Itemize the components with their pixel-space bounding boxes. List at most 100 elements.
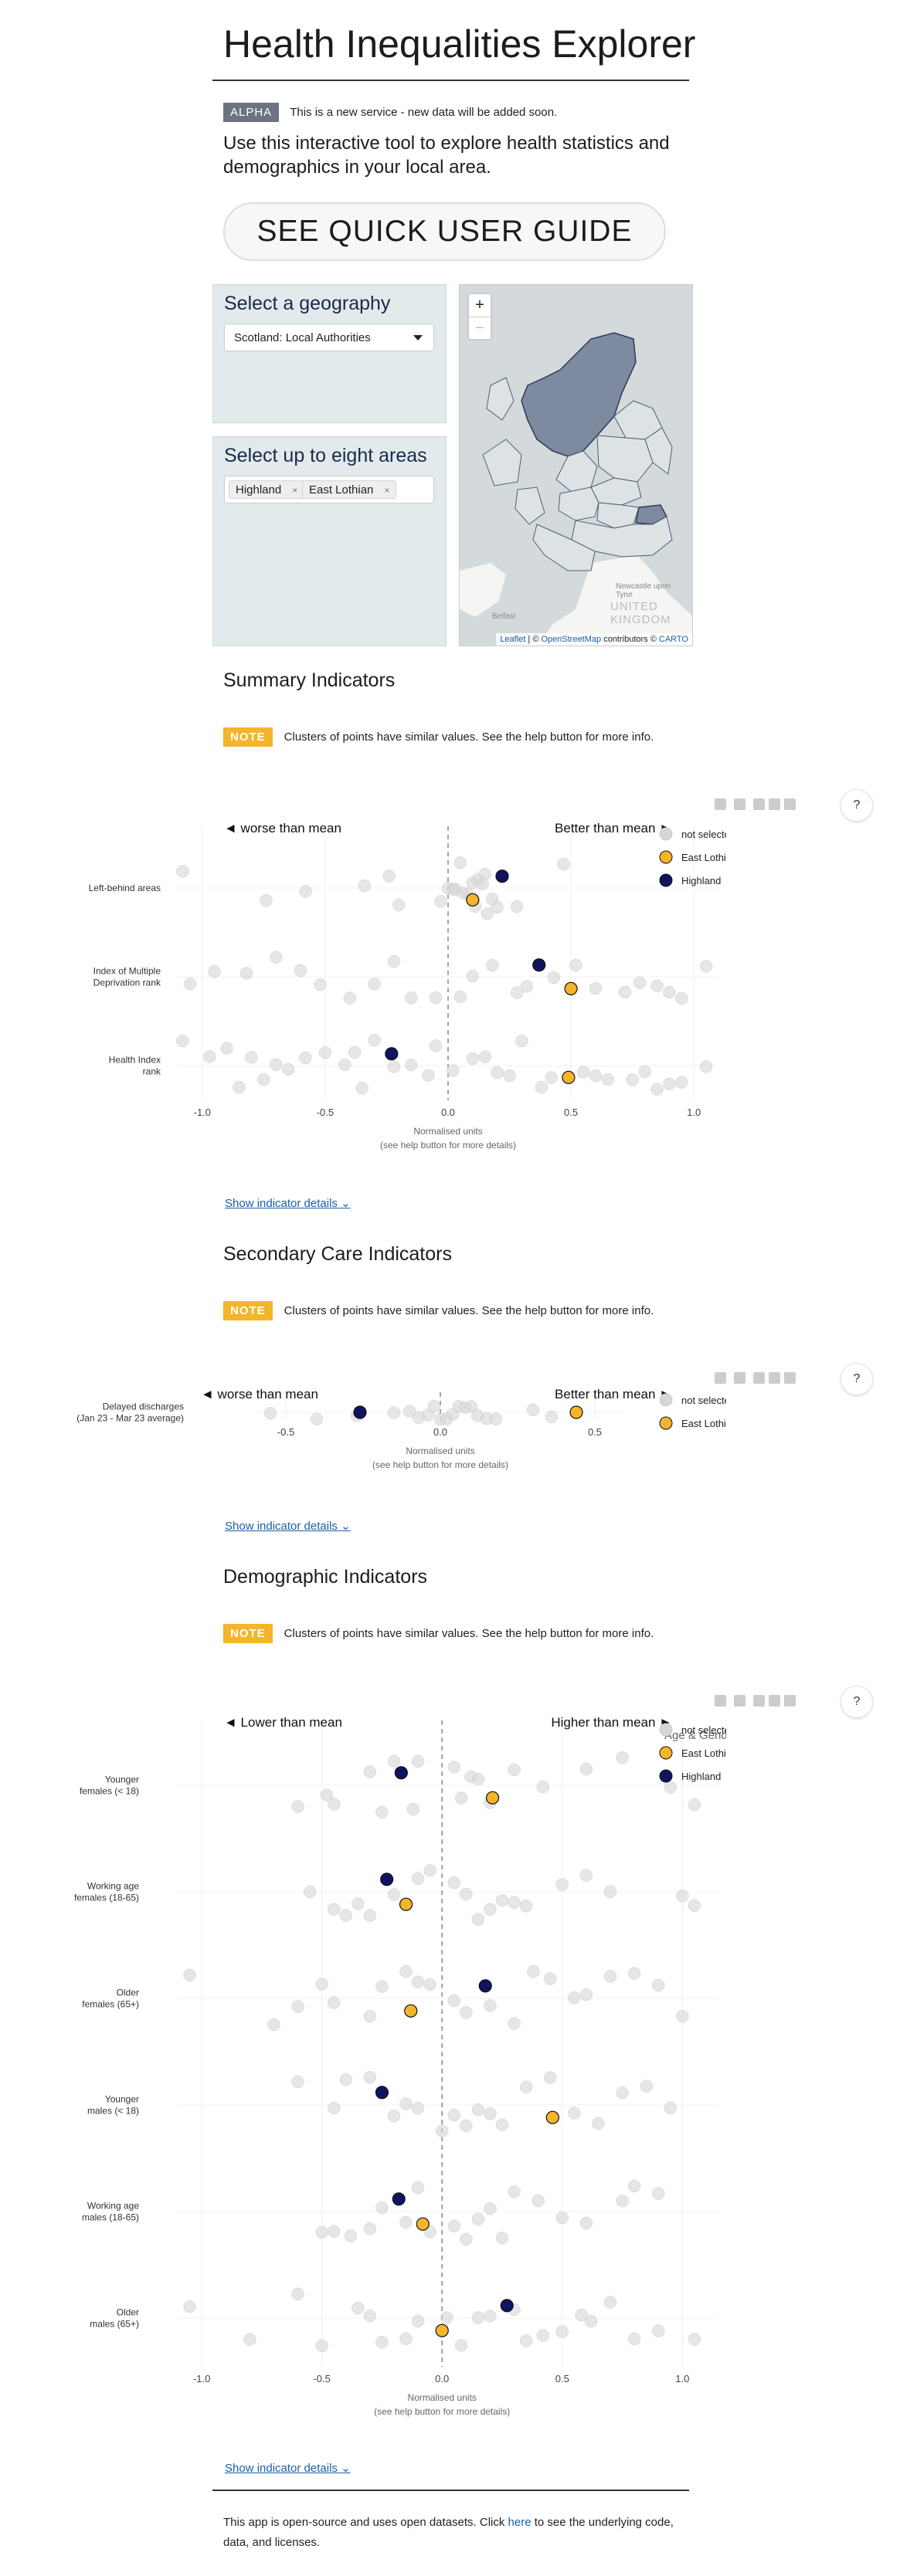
point-highland [385, 1047, 399, 1061]
point-not-selected [399, 2332, 413, 2345]
legend-marker [659, 1769, 673, 1783]
home-icon[interactable] [784, 1372, 796, 1384]
point-not-selected [344, 2229, 358, 2242]
point-not-selected [536, 2329, 550, 2342]
point-not-selected [363, 2071, 377, 2084]
leaflet-link[interactable]: Leaflet [500, 635, 526, 644]
geography-select[interactable]: Scotland: Local Authorities [224, 324, 434, 351]
camera-icon[interactable] [715, 798, 726, 810]
remove-icon[interactable]: × [384, 485, 390, 496]
area-chip-highland[interactable]: Highland × [229, 480, 305, 499]
secondary-note: NOTE Clusters of points have similar val… [223, 1301, 654, 1320]
point-not-selected [526, 1403, 540, 1417]
point-not-selected [447, 1064, 460, 1077]
map-canvas[interactable] [460, 285, 693, 646]
help-button[interactable]: ? [841, 1363, 873, 1395]
source-link[interactable]: here [508, 2516, 532, 2529]
zoom-out-icon[interactable] [769, 1695, 780, 1707]
pan-icon[interactable] [734, 1372, 745, 1384]
point-not-selected [327, 1903, 341, 1916]
zoom-in-button[interactable]: + [469, 294, 491, 317]
quick-user-guide-button[interactable]: SEE QUICK USER GUIDE [223, 202, 666, 261]
summary-show-details-link[interactable]: Show indicator details ⌄ [225, 1197, 351, 1210]
point-not-selected [650, 1083, 664, 1096]
pan-icon[interactable] [734, 1695, 745, 1707]
point-not-selected [411, 1872, 425, 1886]
point-not-selected [453, 990, 467, 1004]
legend-label: East Lothian [681, 852, 726, 863]
point-not-selected [291, 1800, 304, 1813]
point-not-selected [447, 1994, 461, 2008]
legend-label: East Lothian [681, 1747, 726, 1759]
summary-chart[interactable]: ◄ worse than mean Better than mean ► Left-… [70, 811, 726, 1174]
category-label: females (65+) [82, 1999, 139, 2010]
map-region-islands [486, 377, 515, 421]
map-region [644, 427, 673, 475]
home-icon[interactable] [784, 798, 796, 810]
legend-marker [659, 1393, 673, 1407]
legend-marker [659, 873, 673, 887]
secondary-show-details-link[interactable]: Show indicator details ⌄ [225, 1520, 351, 1533]
area-map[interactable]: + − Newcastle upon Tyne UNITED KINGDOM B… [459, 284, 693, 646]
point-not-selected [183, 977, 197, 991]
osm-link[interactable]: OpenStreetMap [541, 635, 602, 644]
point-not-selected [299, 885, 312, 898]
point-not-selected [363, 2009, 377, 2023]
point-not-selected [603, 1970, 617, 1983]
carto-link[interactable]: CARTO [658, 635, 688, 644]
point-not-selected [314, 978, 327, 991]
point-not-selected [375, 1980, 389, 1993]
remove-icon[interactable]: × [292, 485, 298, 496]
geography-title: Select a geography [224, 293, 391, 314]
point-not-selected [375, 1805, 389, 1818]
point-not-selected [440, 2311, 453, 2324]
zoom-out-icon[interactable] [769, 798, 780, 810]
point-not-selected [527, 1964, 540, 1978]
areas-title: Select up to eight areas [224, 445, 427, 466]
pan-icon[interactable] [734, 798, 745, 810]
point-not-selected [579, 2216, 593, 2230]
secondary-chart[interactable]: ◄ worse than mean Better than mean ► Delay… [70, 1385, 726, 1500]
help-button[interactable]: ? [841, 789, 873, 822]
x-tick-label: -0.5 [317, 1107, 334, 1118]
demographic-chart[interactable]: ◄ Lower than mean Higher than mean ►Age &… [70, 1707, 726, 2429]
point-not-selected [363, 1909, 377, 1922]
summary-note: NOTE Clusters of points have similar val… [223, 727, 654, 747]
areas-multiselect[interactable]: Highland × East Lothian × [224, 476, 434, 503]
home-icon[interactable] [784, 1695, 796, 1707]
point-not-selected [464, 1400, 478, 1413]
chevron-down-icon: ⌄ [341, 1197, 351, 1210]
legend-marker [659, 1416, 673, 1430]
point-not-selected [405, 1058, 418, 1072]
x-axis-sublabel: (see help button for more details) [374, 2406, 510, 2417]
point-not-selected [547, 971, 561, 985]
category-label: Older [117, 2307, 139, 2318]
point-not-selected [664, 1781, 678, 1794]
zoom-in-icon[interactable] [753, 1372, 765, 1384]
point-not-selected [208, 964, 221, 978]
secondary-section-title: Secondary Care Indicators [223, 1243, 452, 1265]
point-not-selected [375, 2201, 389, 2215]
note-badge: NOTE [223, 1301, 273, 1320]
category-label: Left-behind areas [89, 883, 161, 893]
point-not-selected [327, 1996, 341, 2009]
camera-icon[interactable] [715, 1372, 726, 1384]
camera-icon[interactable] [715, 1695, 726, 1707]
right-direction-label: Better than mean ► [555, 1387, 672, 1402]
demographic-show-details-link[interactable]: Show indicator details ⌄ [225, 2462, 351, 2475]
footer-divider [212, 2490, 689, 2491]
chart-subtitle: Age & Gender [664, 1729, 726, 1742]
point-not-selected [638, 1065, 651, 1079]
help-button[interactable]: ? [841, 1686, 873, 1718]
category-label: Health Index [109, 1055, 161, 1066]
point-east-lothian [466, 893, 480, 907]
zoom-out-button[interactable]: − [475, 320, 484, 337]
point-not-selected [627, 1967, 641, 1980]
point-not-selected [352, 1897, 365, 1910]
zoom-out-icon[interactable] [769, 1372, 780, 1384]
map-region [515, 486, 545, 525]
point-not-selected [491, 900, 504, 914]
area-chip-east-lothian[interactable]: East Lothian × [302, 480, 397, 499]
zoom-in-icon[interactable] [753, 1695, 765, 1707]
zoom-in-icon[interactable] [753, 798, 765, 810]
